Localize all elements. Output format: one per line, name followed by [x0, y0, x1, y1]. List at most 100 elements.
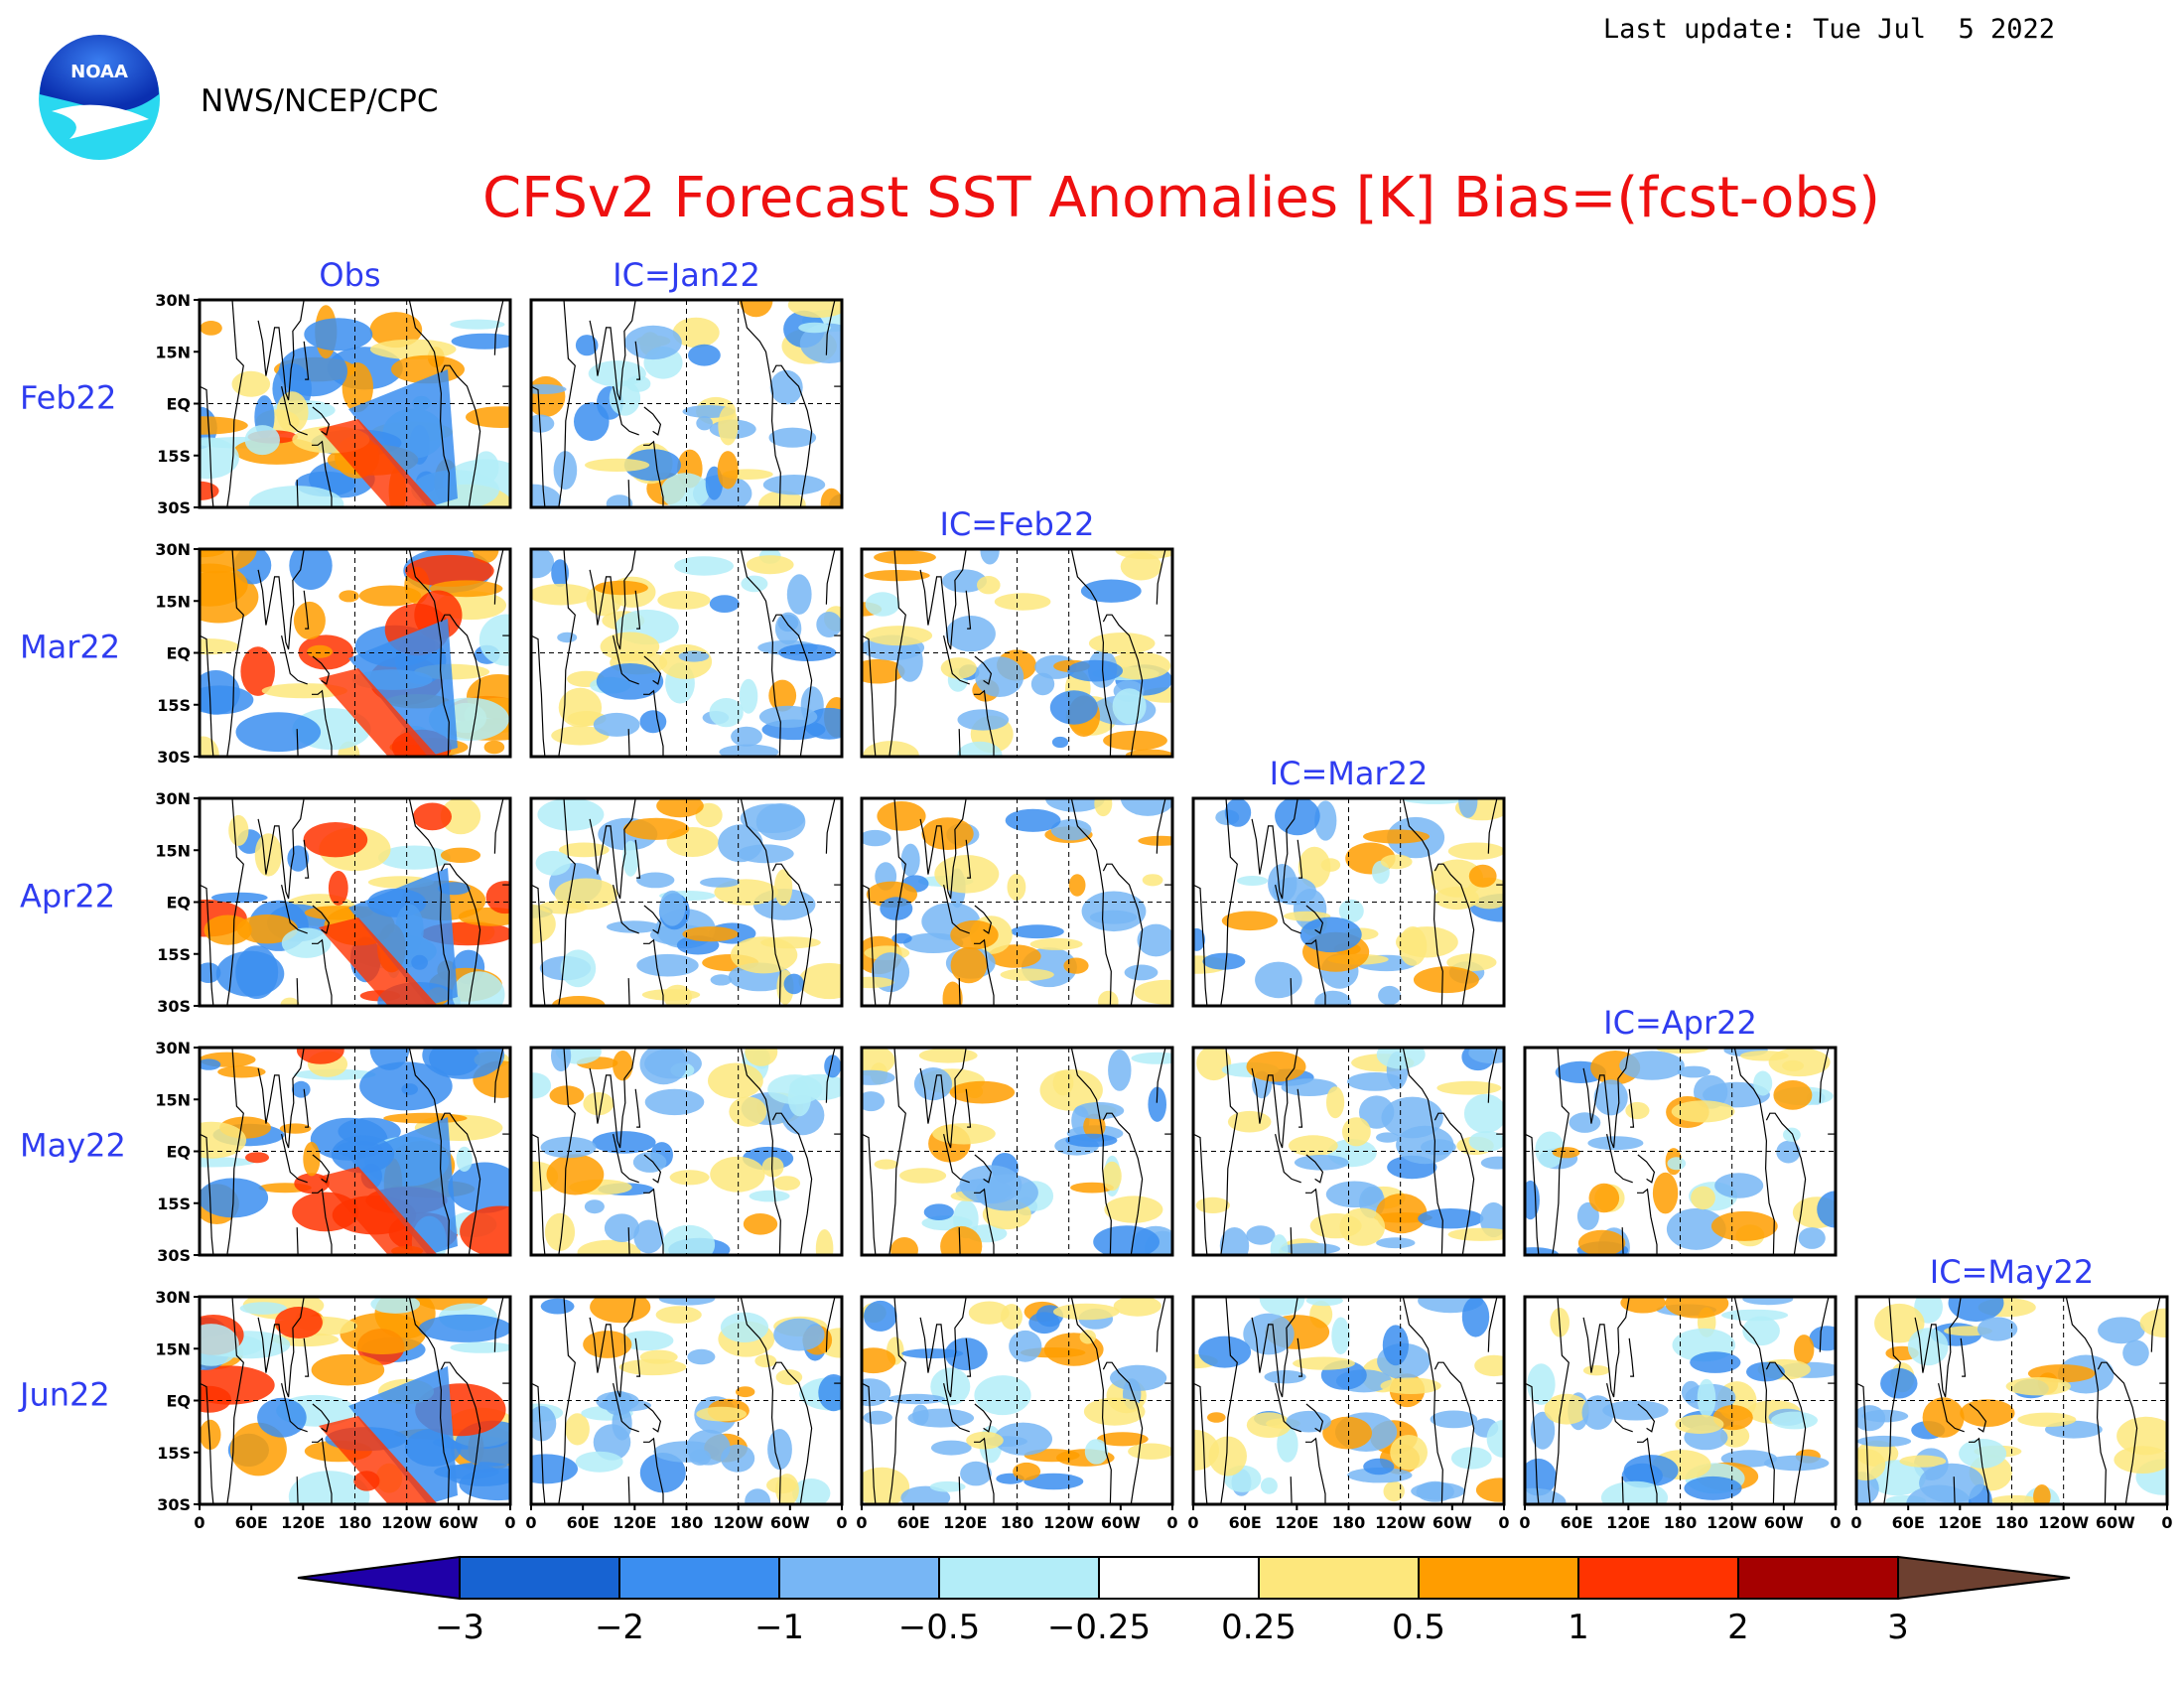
- anomaly-blob: [1142, 874, 1163, 887]
- coastline: [974, 1154, 993, 1184]
- anomaly-blob: [1552, 1147, 1580, 1159]
- anomaly-blob: [584, 1199, 605, 1214]
- anomaly-blob: [1396, 1125, 1454, 1165]
- anomaly-blob: [235, 712, 322, 753]
- anomaly-blob: [974, 1375, 1031, 1416]
- coastline: [958, 1477, 961, 1504]
- coastline: [1621, 1477, 1624, 1504]
- anomaly-blob: [248, 486, 344, 507]
- anomaly-blob: [1009, 1330, 1042, 1362]
- anomaly-blob: [200, 1324, 239, 1366]
- coastline: [1070, 798, 1112, 1006]
- map-panel: 0 60E 120E 180 120W 60W 0: [856, 1295, 1178, 1532]
- coastline: [1297, 839, 1303, 879]
- coastline: [1637, 1154, 1656, 1184]
- y-tick-label: 30S: [157, 498, 191, 517]
- anomaly-blob: [1450, 1447, 1492, 1470]
- x-tick-label: 60E: [1561, 1513, 1593, 1532]
- map-panel: 0 60E 120E 180 120W 60W 0: [1519, 1295, 1842, 1532]
- colorbar-tick-label: 2: [1727, 1608, 1749, 1647]
- anomaly-blob: [328, 870, 348, 906]
- column-label: IC=Jan22: [613, 256, 760, 294]
- map-panel: [860, 1046, 1174, 1257]
- coastline: [281, 634, 308, 685]
- coastline: [1290, 978, 1293, 1006]
- anomaly-blob: [483, 740, 505, 755]
- anomaly-blob: [537, 798, 605, 831]
- anomaly-blob: [719, 744, 779, 757]
- anomaly-blob: [1083, 1397, 1146, 1426]
- anomaly-blob: [292, 1080, 311, 1098]
- coastline: [943, 634, 970, 685]
- anomaly-blob: [1120, 798, 1172, 816]
- anomaly-blob: [1714, 1173, 1764, 1198]
- anomaly-field: [1856, 1297, 2167, 1504]
- coastline: [888, 1048, 906, 1255]
- colorbar-box: [618, 1556, 780, 1600]
- coastline: [531, 634, 546, 757]
- x-tick-label: 0: [1187, 1513, 1198, 1532]
- coastline: [1305, 1188, 1326, 1255]
- anomaly-blob: [1288, 1135, 1338, 1157]
- anomaly-blob: [553, 451, 578, 491]
- anomaly-blob: [767, 1429, 792, 1471]
- anomaly-blob: [862, 829, 891, 847]
- anomaly-blob: [662, 1224, 716, 1255]
- coastline: [303, 341, 310, 380]
- anomaly-blob: [639, 710, 667, 734]
- anomaly-blob: [1436, 1080, 1502, 1095]
- anomaly-blob: [1098, 990, 1119, 1006]
- anomaly-blob: [2122, 1339, 2149, 1366]
- anomaly-blob: [1011, 924, 1064, 939]
- anomaly-blob: [1259, 1297, 1305, 1316]
- anomaly-blob: [358, 585, 422, 607]
- anomaly-blob: [466, 406, 510, 428]
- y-tick-label: 30S: [157, 1246, 191, 1265]
- coastline: [740, 300, 781, 507]
- anomaly-blob: [1029, 937, 1083, 950]
- panel-frame: [1523, 1046, 1838, 1257]
- anomaly-blob: [1880, 1367, 1918, 1399]
- anomaly-blob: [1005, 808, 1061, 832]
- coastline: [1275, 884, 1301, 934]
- x-tick-label: 120W: [1706, 1513, 1757, 1532]
- anomaly-blob: [1991, 1494, 2039, 1504]
- coastline: [1552, 1297, 1570, 1504]
- coastline: [627, 1227, 630, 1255]
- anomaly-field: [531, 798, 842, 1006]
- coastline: [1070, 1297, 1112, 1504]
- coastline: [862, 1382, 877, 1504]
- y-tick-label: 15S: [157, 945, 191, 964]
- y-tick-label: EQ: [166, 894, 191, 913]
- anomaly-blob: [1125, 749, 1172, 757]
- anomaly-blob: [977, 576, 1001, 595]
- anomaly-blob: [945, 616, 996, 652]
- anomaly-blob: [1535, 1131, 1565, 1169]
- anomaly-field: [531, 1297, 842, 1504]
- anomaly-blob: [674, 556, 734, 576]
- anomaly-blob: [1108, 1050, 1132, 1091]
- y-tick-label: 15S: [157, 696, 191, 715]
- coastline: [1914, 1297, 1962, 1398]
- anomaly-field: [200, 1297, 510, 1504]
- x-tick-label: 0: [504, 1513, 515, 1532]
- anomaly-blob: [200, 1058, 221, 1070]
- coastline: [1819, 1048, 1830, 1103]
- anomaly-blob: [1431, 859, 1484, 898]
- anomaly-blob: [625, 375, 651, 392]
- coastline: [740, 549, 781, 757]
- anomaly-blob: [934, 855, 1000, 894]
- anomaly-blob: [708, 1062, 763, 1099]
- coastline: [643, 655, 662, 685]
- anomaly-blob: [1742, 1316, 1780, 1346]
- anomaly-blob: [619, 1331, 674, 1351]
- coastline: [1070, 549, 1112, 757]
- y-tick-label: 30N: [155, 789, 191, 808]
- anomaly-blob: [1794, 1335, 1815, 1365]
- coastline: [825, 1048, 836, 1103]
- x-tick-label: 60E: [235, 1513, 268, 1532]
- coastline: [888, 798, 906, 1006]
- coastline: [613, 634, 639, 685]
- anomaly-blob: [1977, 1317, 2018, 1341]
- anomaly-blob: [760, 936, 821, 949]
